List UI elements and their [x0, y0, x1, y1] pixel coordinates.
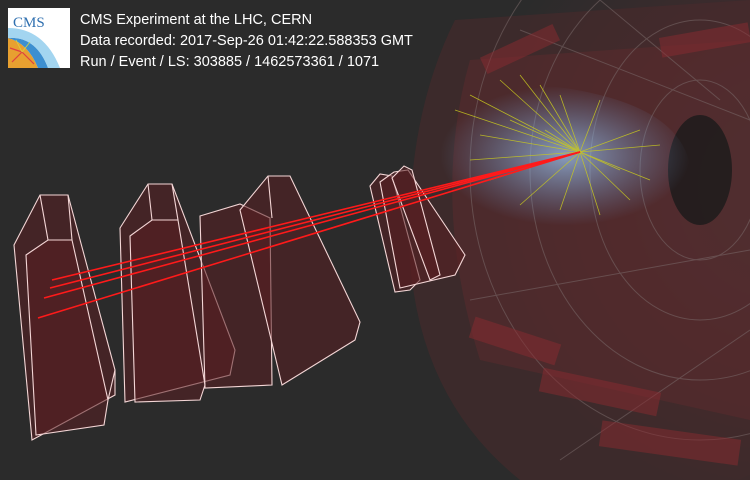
muon-tracks — [37, 151, 581, 319]
event-info: CMS Experiment at the LHC, CERN Data rec… — [80, 10, 413, 73]
run-event-ls: Run / Event / LS: 303885 / 1462573361 / … — [80, 54, 380, 70]
data-recorded-timestamp: Data recorded: 2017-Sep-26 01:42:22.5883… — [80, 33, 413, 49]
experiment-title: CMS Experiment at the LHC, CERN — [80, 12, 313, 28]
muon-station-3 — [199, 175, 361, 389]
cms-logo-text: CMS — [13, 15, 45, 31]
jet-tracks — [454, 74, 661, 216]
cms-logo: CMS — [8, 8, 70, 68]
muon-station-1 — [13, 194, 116, 441]
